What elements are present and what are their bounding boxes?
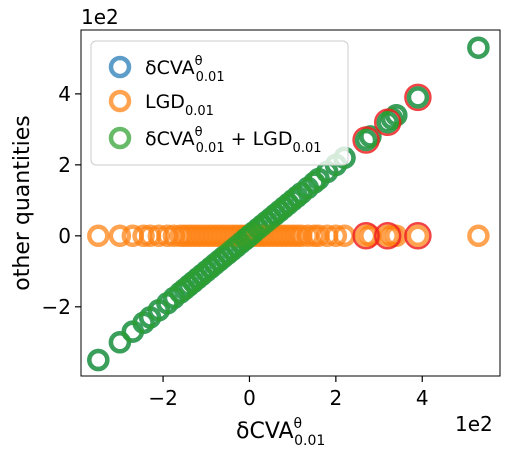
y-tick-label: 2 bbox=[58, 153, 71, 177]
x-tick-label: 4 bbox=[416, 386, 429, 410]
highlight-ring bbox=[352, 222, 380, 250]
x-tick-label: −2 bbox=[148, 386, 177, 410]
x-offset-label: 1e2 bbox=[455, 412, 493, 436]
series-3-point bbox=[87, 348, 110, 372]
highlighted-points bbox=[352, 83, 432, 250]
y-axis-title: other quantities bbox=[10, 115, 35, 290]
highlight-ring bbox=[373, 222, 402, 250]
y-tick-label: 4 bbox=[58, 82, 71, 106]
x-axis-title-sup: θ bbox=[294, 416, 303, 432]
legend-marker-1 bbox=[108, 55, 132, 79]
highlight-ring bbox=[404, 222, 432, 250]
data-markers bbox=[87, 36, 490, 372]
legend-label-1: δCVAθ 0.01 bbox=[145, 54, 225, 85]
x-axis-title: δCVAθ 0.01 bbox=[236, 416, 325, 449]
series-2-point bbox=[324, 224, 348, 248]
legend-box bbox=[90, 40, 349, 166]
series-2-point bbox=[467, 224, 490, 248]
y-offset-label: 1e2 bbox=[81, 5, 119, 29]
legend-label-3: δCVAθ 0.01 + LGD0.01 bbox=[145, 125, 322, 156]
series-2 bbox=[87, 224, 490, 248]
axes: −2 0 2 4 −2 0 2 4 bbox=[42, 82, 429, 410]
legend: δCVAθ 0.01 LGD0.01 δCVAθ 0.01 + LGD0.01 bbox=[90, 40, 349, 166]
legend-label-2: LGD0.01 bbox=[145, 91, 214, 119]
y-tick-label: −2 bbox=[42, 295, 71, 319]
series-3-point bbox=[406, 86, 430, 109]
series-2-point bbox=[108, 224, 132, 248]
x-tick-label: 0 bbox=[243, 386, 256, 410]
x-axis-title-sub: 0.01 bbox=[294, 433, 325, 449]
x-tick-label: 2 bbox=[329, 386, 342, 410]
series-3-point bbox=[385, 103, 408, 127]
series-3-point bbox=[467, 36, 490, 59]
highlight-ring bbox=[404, 83, 432, 112]
series-2-point bbox=[147, 224, 171, 248]
highlight-ring bbox=[373, 108, 402, 137]
y-tick-label: 0 bbox=[58, 224, 71, 248]
series-2-point bbox=[87, 224, 110, 248]
highlight-ring bbox=[352, 126, 380, 154]
legend-marker-3 bbox=[108, 126, 132, 150]
series-2-point bbox=[406, 224, 430, 248]
legend-marker-2 bbox=[108, 89, 132, 113]
series-3-point bbox=[108, 331, 132, 354]
series-3 bbox=[87, 36, 490, 372]
